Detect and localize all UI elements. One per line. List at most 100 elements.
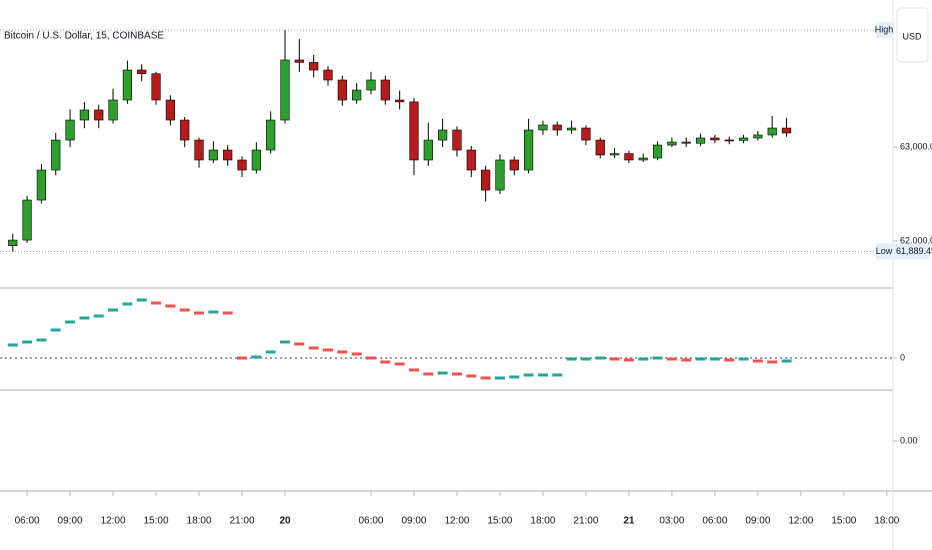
candle-body — [352, 89, 362, 101]
extreme-value-tag — [894, 243, 930, 260]
indicator-dot — [208, 310, 219, 314]
indicator-dot — [194, 311, 205, 315]
candle-body — [724, 139, 734, 142]
indicator-dot — [695, 357, 706, 361]
candle-body — [194, 139, 204, 161]
candle-body — [423, 139, 433, 161]
extreme-value: 61,889.49 — [896, 246, 932, 256]
x-tick-label: 15:00 — [831, 516, 856, 527]
candle-body — [495, 159, 505, 191]
indicator-dot — [237, 356, 248, 360]
x-tick-label: 12:00 — [101, 516, 126, 527]
candle-body — [566, 127, 577, 131]
indicator-dot — [638, 357, 649, 361]
candle-body — [695, 137, 706, 144]
indicator-dot — [451, 372, 462, 376]
currency: USD — [902, 31, 922, 41]
indicator-dot — [709, 357, 720, 361]
candle-body — [638, 157, 648, 161]
indicator-dot — [108, 308, 119, 312]
indicator-dot — [623, 358, 634, 362]
indicator-dot — [580, 357, 591, 361]
x-tick-label: 21:00 — [230, 516, 255, 527]
indicator-dot — [365, 356, 376, 360]
y-tick-label: 63,000.00 — [900, 141, 932, 151]
candle-body — [710, 137, 720, 141]
indicator-dot — [322, 348, 333, 352]
indicator-dot — [7, 343, 18, 347]
indicator-dot — [738, 357, 749, 361]
indicator-dot — [79, 316, 90, 320]
x-tick-label: 20 — [279, 516, 291, 527]
x-tick-label: 06:00 — [15, 516, 40, 527]
indicator-dot — [437, 371, 448, 375]
candle-body — [667, 141, 677, 146]
x-tick-label: 18:00 — [530, 516, 555, 527]
indicator-dot — [681, 358, 692, 362]
y-tick-label: 62,000.00 — [900, 235, 932, 245]
indicator-dot — [50, 328, 61, 332]
candle-body — [538, 124, 548, 131]
chart-title: Bitcoin / U.S. Dollar, 15, COINBASE — [4, 31, 164, 42]
candle-body — [251, 149, 261, 171]
indicator-dot — [151, 301, 162, 305]
y-tick-label: 0 — [900, 352, 905, 362]
candle-body — [380, 79, 390, 101]
indicator-dot — [609, 357, 620, 361]
x-tick-label: 21:00 — [573, 516, 598, 527]
candle-body — [208, 149, 218, 161]
candle-body — [137, 69, 147, 74]
currency-button[interactable] — [896, 7, 929, 63]
indicator-dot — [122, 302, 133, 306]
indicator-dot — [781, 359, 792, 363]
candle-body — [65, 119, 75, 141]
indicator-dot — [408, 368, 419, 372]
indicator-dot — [724, 358, 735, 362]
candle-body — [524, 129, 534, 171]
indicator-dot — [509, 375, 520, 379]
x-tick-label: 06:00 — [358, 516, 383, 527]
indicator-dot — [136, 298, 147, 302]
indicator-dot — [351, 352, 362, 356]
indicator-dot — [179, 308, 190, 312]
indicator-dot — [65, 320, 76, 324]
indicator-dot — [280, 340, 291, 344]
x-tick-label: 18:00 — [874, 516, 899, 527]
candle-body — [624, 153, 634, 161]
indicator-dot — [394, 362, 405, 366]
x-tick-label: 12:00 — [444, 516, 469, 527]
candle-body — [609, 153, 620, 156]
candle-body — [409, 101, 419, 161]
x-tick-label: 06:00 — [702, 516, 727, 527]
x-tick-label: 09:00 — [58, 516, 83, 527]
indicator-dot — [552, 373, 563, 377]
extreme-tag — [876, 21, 893, 38]
candle-body — [738, 137, 749, 141]
candle-body — [108, 99, 118, 121]
candle-body — [481, 169, 491, 191]
extreme-label: Low — [876, 246, 893, 256]
candle-body — [51, 139, 61, 171]
candle-body — [323, 69, 333, 81]
indicator-dot — [265, 350, 276, 354]
candle-body — [79, 109, 89, 121]
candle-body — [280, 59, 290, 121]
candle-body — [237, 159, 247, 171]
x-tick-label: 18:00 — [187, 516, 212, 527]
x-tick-label: 09:00 — [401, 516, 426, 527]
candle-body — [151, 73, 161, 101]
x-tick-label: 15:00 — [487, 516, 512, 527]
candle-body — [309, 62, 319, 71]
x-tick-label: 09:00 — [745, 516, 770, 527]
candle-body — [223, 149, 233, 161]
indicator-dot — [566, 357, 577, 361]
candle-body — [165, 99, 175, 121]
indicator-dot — [380, 360, 391, 364]
candle-body — [552, 124, 562, 131]
y-tick-label: 0.00 — [900, 435, 918, 445]
candle-body — [753, 134, 763, 139]
indicator-dot — [337, 350, 348, 354]
candle-body — [266, 119, 276, 151]
candle-body — [438, 129, 448, 141]
indicator-dot — [652, 356, 663, 360]
